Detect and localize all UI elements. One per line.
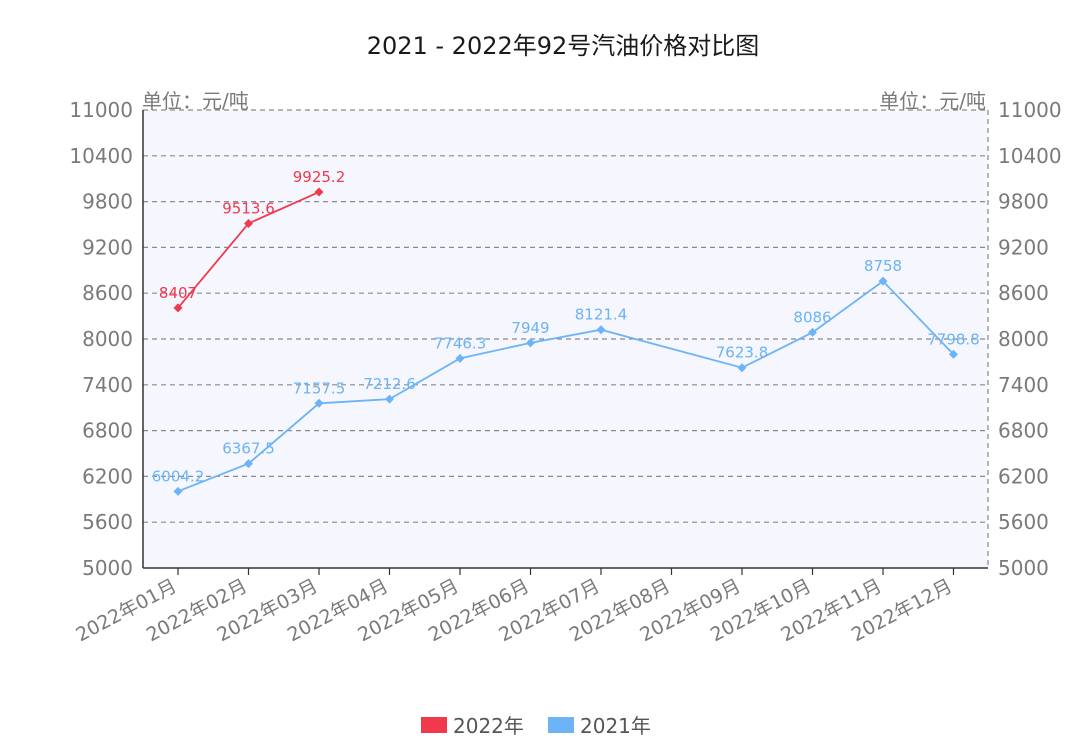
data-label: 7157.5 <box>293 379 346 397</box>
data-label: 6367.5 <box>222 440 275 458</box>
data-labels: 8407 9513.6 9925.2 6004.2 6367.5 7157.5 7212.6… <box>152 168 980 485</box>
data-point <box>244 218 253 228</box>
y-tick-label-left: 5600 <box>82 510 133 534</box>
y-tick-label-left: 9800 <box>82 190 133 214</box>
right-unit-label: 单位：元/吨 <box>879 89 986 113</box>
legend: 2022年 2021年 <box>421 714 651 738</box>
legend-swatch-2021 <box>548 717 574 733</box>
data-point <box>737 363 747 373</box>
data-label: 7798.8 <box>927 330 980 348</box>
y-tick-label-right: 9200 <box>998 235 1049 259</box>
y-tick-label-right: 11000 <box>998 98 1062 122</box>
y-tick-label-right: 5000 <box>998 556 1049 580</box>
data-point <box>949 349 958 359</box>
data-label: 7212.6 <box>363 375 416 393</box>
y-tick-label-right: 6200 <box>998 464 1049 488</box>
data-label: 7623.8 <box>716 344 769 362</box>
data-point <box>878 276 888 286</box>
data-point <box>808 327 817 337</box>
legend-label-2021: 2021年 <box>580 714 651 738</box>
data-point <box>596 325 606 335</box>
y-tick-label-right: 7400 <box>998 373 1049 397</box>
data-point <box>173 303 183 313</box>
y-tick-label-left: 9200 <box>82 235 133 259</box>
y-tick-label-right: 9800 <box>998 190 1049 214</box>
data-label: 8121.4 <box>575 306 628 324</box>
y-tick-label-left: 5000 <box>82 556 133 580</box>
data-point <box>385 394 394 404</box>
data-label: 9513.6 <box>222 199 275 217</box>
y-tick-label-left: 7400 <box>82 373 133 397</box>
data-label: 6004.2 <box>152 467 205 485</box>
y-tick-label-right: 6800 <box>998 419 1049 443</box>
y-tick-label-left: 6200 <box>82 464 133 488</box>
left-unit-label: 单位：元/吨 <box>142 89 249 113</box>
y-tick-label-left: 8600 <box>82 281 133 305</box>
y-tick-label-right: 10400 <box>998 144 1062 168</box>
legend-swatch-2022 <box>421 717 447 733</box>
chart-title: 2021 - 2022年92号汽油价格对比图 <box>367 32 760 60</box>
y-tick-label-left: 11000 <box>69 98 133 122</box>
data-point <box>244 459 253 469</box>
y-tick-label-left: 6800 <box>82 419 133 443</box>
y-tick-label-right: 5600 <box>998 510 1049 534</box>
data-label: 8758 <box>864 257 902 275</box>
data-point <box>173 486 183 496</box>
y-tick-label-right: 8600 <box>998 281 1049 305</box>
gridlines <box>143 109 988 523</box>
data-label: 7949 <box>511 319 549 337</box>
legend-label-2022: 2022年 <box>453 714 524 738</box>
data-label: 9925.2 <box>293 168 346 186</box>
y-tick-label-left: 8000 <box>82 327 133 351</box>
y-tick-label-left: 10400 <box>69 144 133 168</box>
data-point <box>314 398 324 408</box>
y-tick-label-right: 8000 <box>998 327 1049 351</box>
data-label: 7746.3 <box>434 334 487 352</box>
data-label: 8407 <box>159 284 197 302</box>
data-label: 8086 <box>793 308 831 326</box>
data-point <box>314 187 324 197</box>
data-point <box>455 353 465 363</box>
series-lines <box>173 187 958 496</box>
data-point <box>526 338 535 348</box>
